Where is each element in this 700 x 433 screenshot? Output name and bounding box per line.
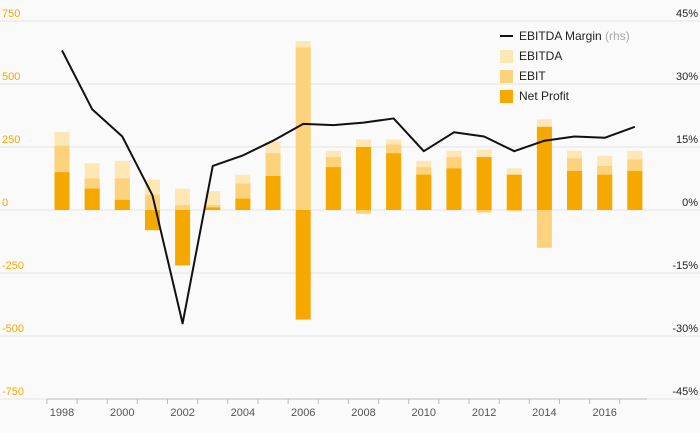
y-right-tick-label: 15%	[676, 134, 698, 146]
x-tick-label: 2002	[170, 407, 194, 419]
bar-net-profit-2016	[597, 174, 613, 210]
bar-net-profit-2010	[416, 174, 432, 210]
bar-net-profit-1999	[84, 188, 100, 210]
y-left-tick-label: 500	[2, 71, 20, 83]
x-tick-label: 1998	[50, 407, 74, 419]
y-right-tick-label: -30%	[672, 323, 698, 335]
grid-lines	[0, 20, 700, 400]
x-tick-label: 2000	[110, 407, 134, 419]
bar-net-profit-2005	[265, 175, 281, 210]
bar-net-profit-1998	[54, 172, 70, 210]
y-left-tick-label: -500	[2, 323, 24, 335]
y-left-tick-label: 750	[2, 8, 20, 20]
bar-ebit-2006	[295, 47, 311, 211]
y-left-tick-label: -250	[2, 260, 24, 272]
legend: EBITDA Margin (rhs) EBITDA EBIT Net Profit	[500, 29, 630, 103]
y-right-tick-label: 45%	[676, 8, 698, 20]
y-right-tick-label: -45%	[672, 386, 698, 398]
x-tick-label: 2012	[472, 407, 496, 419]
y-right-tick-label: 30%	[676, 71, 698, 83]
bar-net-profit-2002	[175, 210, 191, 266]
bar-ebit-2002	[175, 204, 191, 210]
y-right-tick-label: 0%	[682, 197, 698, 209]
x-tick-label: 2014	[532, 407, 556, 419]
x-tick-label: 2008	[351, 407, 375, 419]
bar-ebit-2013	[506, 210, 522, 212]
legend-label: EBITDA Margin (rhs)	[519, 29, 630, 43]
legend-swatch	[500, 50, 513, 63]
y-right-tick-label: -15%	[672, 260, 698, 272]
legend-note: (rhs)	[602, 29, 630, 43]
bar-ebit-2014	[536, 210, 552, 248]
bar-net-profit-2015	[567, 170, 583, 210]
bar-net-profit-2013	[506, 174, 522, 210]
axes: 750 45% 500 30% 250 15% 0 0% -250 -15% -500 -30% -75…	[2, 8, 698, 419]
x-tick-label: 2004	[231, 407, 255, 419]
bar-net-profit-2009	[386, 153, 402, 210]
bar-ebit-2012	[476, 210, 492, 213]
bar-ebit-2008	[356, 210, 371, 214]
bar-net-profit-2011	[446, 168, 462, 210]
bar-net-profit-2014	[536, 126, 552, 210]
bar-net-profit-2006	[295, 210, 311, 320]
line-ebitda-margin	[61, 49, 636, 325]
y-left-tick-label: 250	[2, 134, 20, 146]
bar-net-profit-2012	[476, 157, 492, 210]
y-left-tick-label: 0	[2, 197, 8, 209]
legend-label: Net Profit	[519, 89, 570, 103]
legend-label: EBIT	[519, 69, 546, 83]
x-tick-label: 2010	[412, 407, 436, 419]
x-tick-label: 2006	[291, 407, 315, 419]
margin-line	[61, 49, 636, 325]
bar-net-profit-2000	[114, 199, 130, 210]
legend-swatch	[500, 90, 513, 103]
bar-net-profit-2003	[205, 207, 221, 210]
legend-swatch	[500, 70, 513, 83]
bar-ebit-2001	[144, 194, 160, 210]
bars	[54, 41, 643, 320]
x-tick-label: 2016	[592, 407, 616, 419]
bar-net-profit-2004	[235, 198, 251, 210]
bar-ebitda-2002	[175, 188, 191, 210]
bar-net-profit-2007	[325, 167, 341, 210]
bar-net-profit-2017	[627, 170, 643, 210]
legend-label: EBITDA	[519, 49, 562, 63]
bar-net-profit-2008	[356, 147, 371, 210]
y-left-tick-label: -750	[2, 386, 24, 398]
